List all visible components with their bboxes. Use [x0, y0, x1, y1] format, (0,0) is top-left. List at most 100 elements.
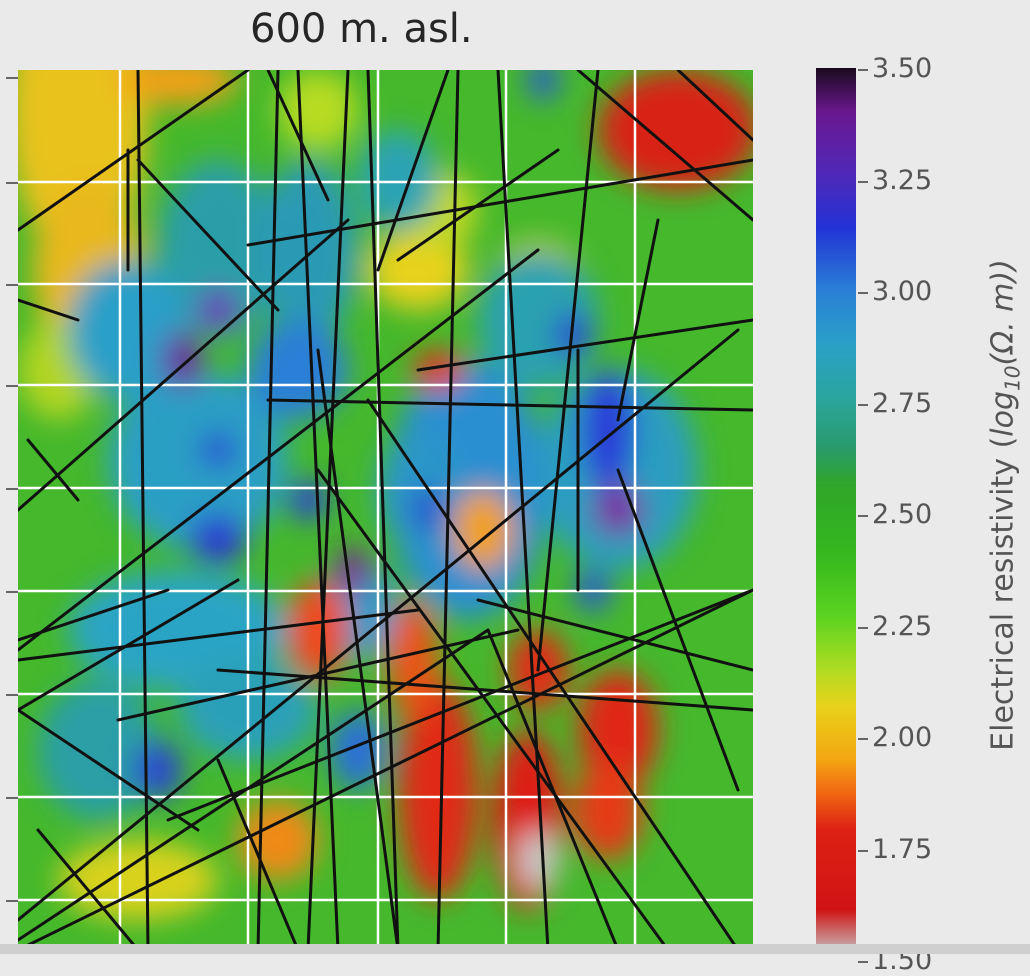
fracture-line [316, 348, 400, 950]
fracture-line [416, 318, 753, 372]
fracture-line [18, 218, 350, 512]
y-tick-mark [6, 284, 18, 286]
fracture-line [26, 438, 80, 502]
colorbar-tick-mark [858, 180, 868, 183]
colorbar-gradient [816, 68, 856, 954]
resistivity-anomaly [68, 260, 188, 400]
fracture-line [18, 578, 240, 712]
colorbar-tick-mark [858, 403, 868, 406]
fracture-line [676, 70, 753, 142]
fracture-line [256, 70, 280, 950]
resistivity-anomaly [68, 570, 288, 690]
resistivity-anomalies [18, 70, 753, 920]
fracture-line [136, 70, 150, 950]
colorbar-tick-label: 2.25 [872, 610, 933, 642]
resistivity-anomaly [598, 70, 753, 190]
fracture-line [316, 468, 670, 950]
chart-title: 600 m. asl. [250, 6, 473, 52]
fracture-line [166, 588, 753, 822]
fracture-line [436, 70, 460, 950]
window-bottom-edge [0, 944, 1030, 954]
resistivity-anomaly [412, 488, 444, 532]
resistivity-anomaly [258, 160, 358, 340]
colorbar-tick-label: 3.50 [872, 53, 933, 84]
fracture-line [18, 70, 250, 232]
colorbar-tick-label: 1.75 [872, 833, 933, 865]
resistivity-anomaly [573, 760, 643, 860]
fracture-line [18, 588, 753, 950]
colorbar-tick-mark [858, 515, 868, 517]
fracture-line [296, 70, 340, 950]
resistivity-anomaly [198, 290, 238, 330]
heatmap-svg [18, 70, 753, 950]
fracture-line [36, 828, 140, 950]
resistivity-anomaly [58, 840, 218, 920]
fracture-line [496, 70, 550, 950]
fracture-line [246, 158, 753, 247]
colorbar-tick-label: 3.00 [872, 276, 933, 307]
fracture-line [536, 70, 600, 672]
fracture-line [116, 628, 520, 722]
resistivity-anomaly [582, 370, 634, 490]
colorbar-tick-label: 2.50 [872, 499, 933, 530]
resistivity-anomaly [190, 515, 246, 565]
y-tick-mark [6, 488, 18, 490]
fracture-line [18, 628, 490, 942]
resistivity-anomaly [335, 548, 371, 592]
fracture-line [18, 328, 740, 922]
fracture-line [306, 70, 350, 950]
resistivity-anomaly [163, 332, 203, 388]
fracture-line [376, 70, 450, 272]
colorbar-tick-mark [858, 738, 868, 740]
resistivity-anomaly [368, 230, 468, 310]
y-tick-mark [6, 797, 18, 799]
fracture-line [366, 398, 740, 950]
colorbar-label: Electrical resistivity (log10(Ω. m)) [986, 259, 1025, 751]
colorbar-tick-label: 2.75 [872, 387, 933, 419]
colorbar-tick-mark [858, 292, 868, 294]
resistivity-anomaly [200, 432, 236, 468]
colorbar-tick-mark [858, 69, 868, 71]
colorbar-label-log: log [985, 390, 1021, 437]
colorbar-svg [816, 68, 856, 954]
y-tick-mark [6, 900, 18, 902]
colorbar-tick-mark [858, 849, 868, 852]
colorbar-tick-mark [858, 626, 868, 629]
fracture-line [396, 148, 560, 262]
y-tick-mark [6, 182, 18, 184]
y-tick-mark [6, 694, 18, 696]
fracture-line [216, 758, 300, 950]
colorbar-label-sub: 10 [1000, 365, 1025, 391]
resistivity-anomaly [288, 480, 328, 520]
colorbar-label-suffix: (Ω. m)) [985, 259, 1021, 366]
resistivity-anomaly [238, 800, 318, 880]
colorbar-tick-mark [858, 961, 868, 963]
fracture-line [136, 158, 280, 312]
resistivity-anomaly [330, 710, 386, 790]
colorbar [816, 68, 856, 954]
colorbar-label-prefix: Electrical resistivity ( [985, 436, 1021, 751]
fracture-line [18, 608, 420, 662]
fracture-lines [18, 70, 753, 950]
resistivity-anomaly [108, 370, 288, 550]
fracture-line [616, 468, 740, 792]
fracture-line [616, 218, 660, 422]
resistivity-anomaly [288, 580, 348, 680]
resistivity-anomaly [593, 485, 643, 535]
colorbar-tick-label: 2.00 [872, 722, 933, 753]
colorbar-tick-label: 3.25 [872, 164, 933, 196]
fracture-line [576, 70, 753, 222]
resistivity-map [18, 70, 753, 950]
resistivity-anomaly [527, 70, 559, 100]
y-tick-mark [6, 591, 18, 593]
fracture-line [18, 298, 80, 322]
resistivity-anomaly [388, 600, 438, 720]
fracture-line [366, 70, 400, 950]
fracture-line [266, 398, 753, 412]
fracture-line [18, 708, 200, 832]
fracture-line [476, 598, 753, 672]
y-tick-mark [6, 77, 18, 79]
y-tick-mark [6, 385, 18, 387]
resistivity-anomaly [518, 830, 558, 890]
resistivity-anomaly [388, 360, 548, 620]
